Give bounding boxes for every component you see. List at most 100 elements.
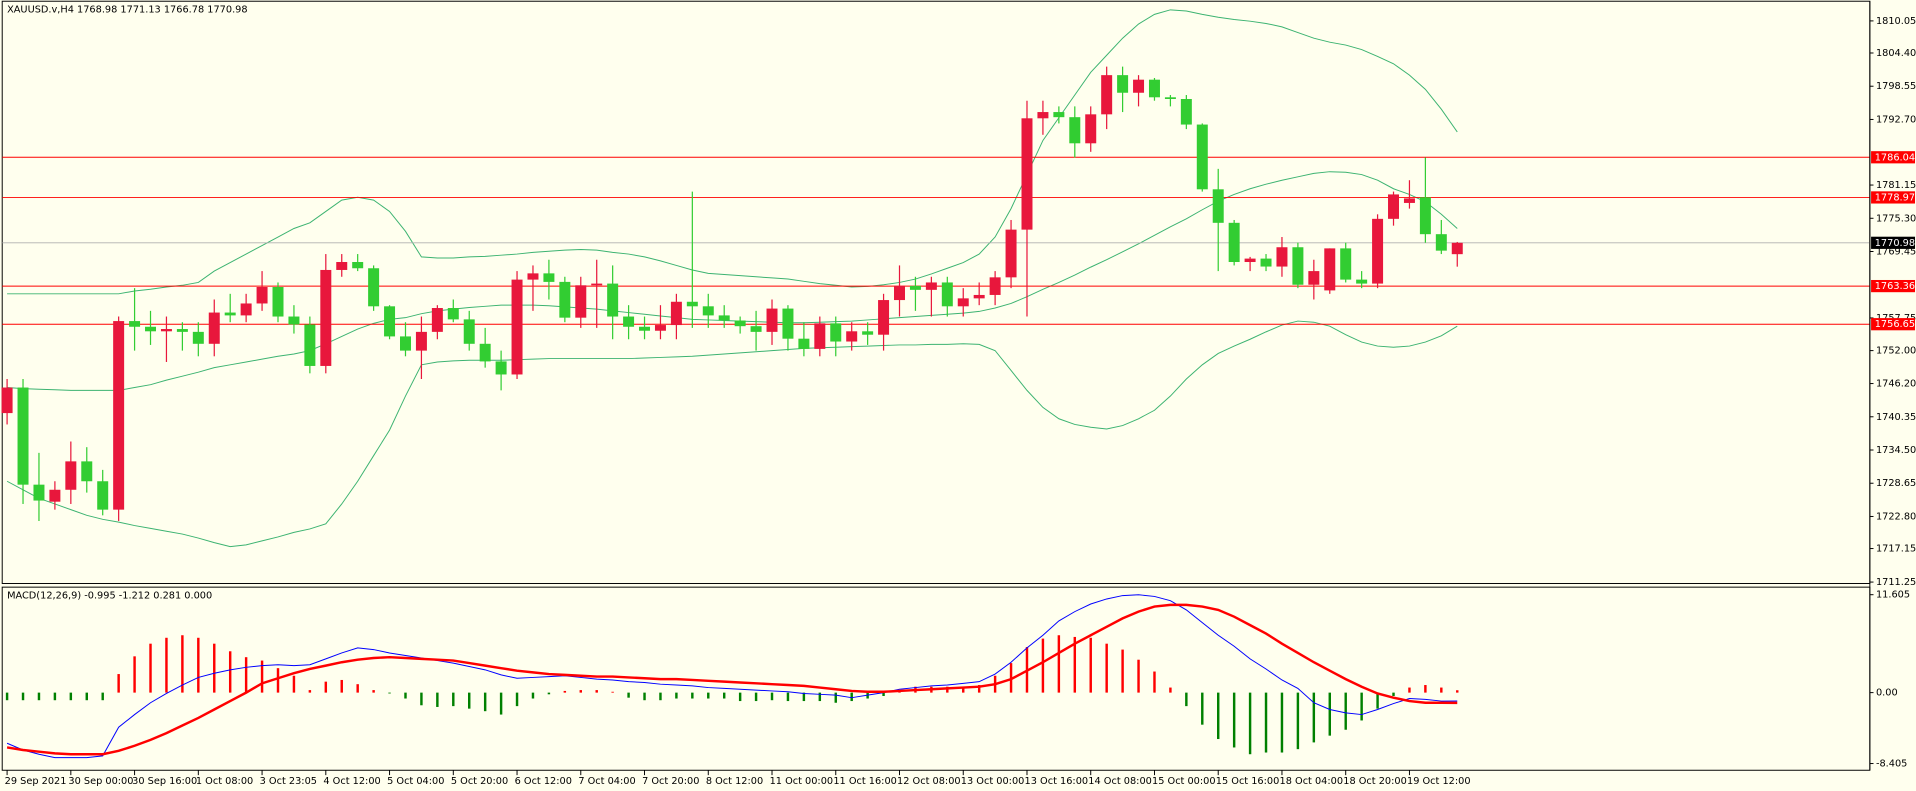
candle-body [750, 326, 762, 332]
candle-body [1260, 258, 1272, 267]
candle-body [1133, 79, 1145, 93]
price-level-tag [1871, 191, 1916, 204]
x-tick-label: 13 Oct 00:00 [961, 776, 1025, 787]
candle-body [941, 282, 953, 307]
candle-body [336, 262, 348, 270]
candle-body [192, 331, 204, 344]
price-level-label: 1778.97 [1875, 192, 1915, 203]
candle-body [1196, 124, 1208, 190]
y-tick-label: 1722.80 [1876, 511, 1916, 522]
candle-body [846, 331, 858, 342]
candle-body [1037, 112, 1049, 119]
candle-body [1101, 75, 1113, 115]
candle-body [272, 286, 284, 317]
candle-body [17, 387, 29, 485]
y-tick-label: 1769.45 [1876, 247, 1916, 258]
candle-body [798, 338, 810, 349]
y-tick-label: 0.00 [1876, 688, 1898, 699]
candle-body [1228, 222, 1240, 263]
price-level-tag [1871, 318, 1916, 331]
y-tick-label: 1781.15 [1876, 180, 1916, 191]
candle-body [1324, 248, 1336, 291]
x-tick-label: 18 Oct 04:00 [1280, 776, 1344, 787]
candle-body [575, 285, 587, 318]
candle-body [591, 283, 603, 286]
candle-body [1085, 114, 1097, 144]
y-tick-label: 1728.65 [1876, 478, 1916, 489]
price-level-label: 1756.65 [1875, 319, 1915, 330]
candle-body [240, 303, 252, 316]
x-tick-label: 3 Oct 23:05 [260, 776, 317, 787]
candle-body [925, 282, 937, 290]
candle-body [431, 308, 443, 332]
candle-body [384, 306, 396, 337]
y-tick-label: 1798.55 [1876, 81, 1916, 92]
x-tick-label: 15 Oct 00:00 [1152, 776, 1216, 787]
candle-body [145, 326, 157, 332]
candle-body [288, 316, 300, 325]
candle-body [1212, 189, 1224, 223]
x-tick-label: 5 Oct 20:00 [451, 776, 508, 787]
candle-body [766, 308, 778, 332]
candle-body [878, 300, 890, 335]
candle-body [1356, 279, 1368, 284]
candle-body [113, 321, 125, 510]
candle-body [1292, 247, 1304, 285]
candle-body [65, 461, 77, 490]
candle-body [623, 316, 635, 327]
candle-body [256, 286, 268, 304]
x-tick-label: 11 Oct 00:00 [770, 776, 834, 787]
x-tick-label: 6 Oct 12:00 [515, 776, 572, 787]
candle-body [320, 269, 332, 366]
candle-body [782, 308, 794, 339]
candle-body [495, 361, 507, 375]
x-tick-label: 15 Oct 16:00 [1216, 776, 1280, 787]
candle-body [1053, 112, 1065, 118]
candle-body [1419, 197, 1431, 235]
y-tick-label: 1711.25 [1876, 577, 1916, 588]
candle-body [33, 484, 45, 501]
candle-body [1403, 198, 1415, 203]
candle-body [1, 387, 13, 414]
candle-body [543, 273, 555, 282]
candle-body [830, 323, 842, 342]
candle-body [1005, 229, 1017, 278]
x-tick-label: 7 Oct 20:00 [642, 776, 699, 787]
candle-body [654, 325, 666, 331]
candle-body [304, 324, 316, 366]
candle-body [702, 306, 714, 316]
candle-body [1372, 218, 1384, 284]
candle-body [1148, 79, 1160, 98]
candle-body [639, 326, 651, 331]
candle-body [862, 331, 874, 335]
candle-body [1021, 118, 1033, 230]
candle-body [1164, 97, 1176, 99]
candle-body [1435, 234, 1447, 251]
price-level-tag [1871, 151, 1916, 164]
candle-body [1340, 248, 1352, 280]
bollinger-upper [7, 9, 1458, 295]
x-tick-label: 7 Oct 04:00 [578, 776, 635, 787]
price-level-label: 1786.04 [1875, 152, 1915, 163]
x-tick-label: 29 Sep 2021 [5, 776, 67, 787]
y-tick-label: -8.405 [1876, 759, 1907, 770]
price-header: XAUUSD.v,H4 1768.98 1771.13 1766.78 1770… [7, 5, 247, 16]
candle-body [415, 331, 427, 351]
candle-body [734, 320, 746, 327]
x-tick-label: 30 Sep 00:00 [68, 776, 133, 787]
price-level-label: 1763.36 [1875, 281, 1915, 292]
x-tick-label: 19 Oct 12:00 [1407, 776, 1471, 787]
candle-body [909, 285, 921, 290]
x-tick-label: 11 Oct 16:00 [833, 776, 897, 787]
price-level-tag [1871, 236, 1916, 249]
y-tick-label: 1734.50 [1876, 445, 1916, 456]
x-tick-label: 12 Oct 08:00 [897, 776, 961, 787]
y-tick-label: 11.605 [1876, 590, 1910, 601]
candle-body [224, 312, 236, 316]
candle-body [49, 489, 61, 502]
candle-body [527, 273, 539, 280]
y-tick-label: 1775.30 [1876, 213, 1916, 224]
x-tick-label: 30 Sep 16:00 [132, 776, 197, 787]
candle-body [973, 294, 985, 299]
